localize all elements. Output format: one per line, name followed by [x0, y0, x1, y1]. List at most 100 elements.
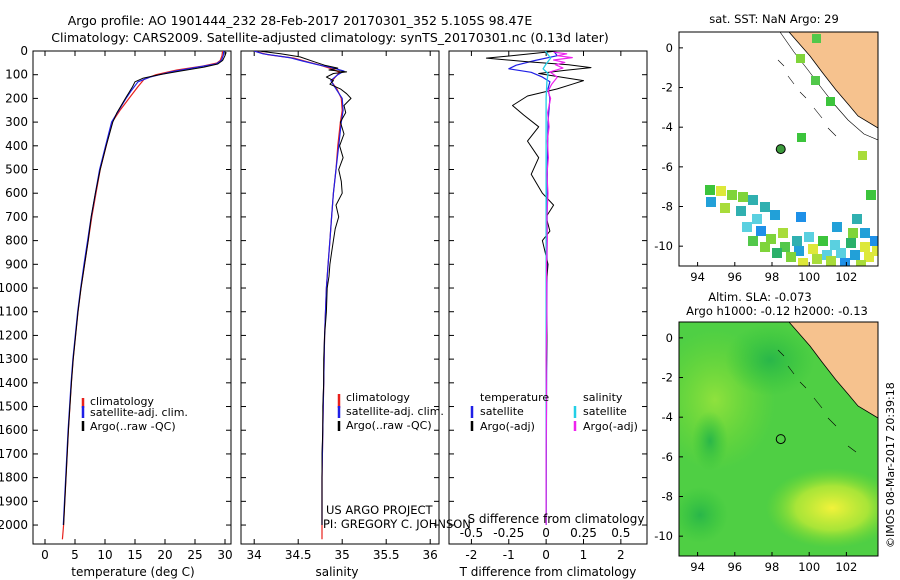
sla-high-anomaly	[766, 468, 878, 548]
sst-pixel	[808, 244, 818, 254]
s-tick-label: -0.5	[460, 526, 483, 540]
series-argo-raw-qc	[63, 52, 227, 526]
longitude-tick-label: 102	[835, 270, 857, 284]
sst-map-frame	[678, 31, 879, 267]
legend-t-argo-label: Argo(-adj)	[480, 420, 535, 433]
sst-pixel	[822, 250, 832, 260]
salinity-legend: climatology satellite-adj. clim. Argo(..…	[337, 391, 444, 432]
latitude-tick-label: -2	[662, 81, 673, 95]
sst-pixel	[832, 222, 842, 232]
sst-pixel	[786, 252, 796, 262]
sst-pixel	[772, 248, 782, 258]
depth-tick-label: 400	[5, 139, 28, 153]
longitude-tick-label: 94	[690, 270, 705, 284]
difference-legend: temperature salinity satellite Argo(-adj…	[470, 391, 638, 433]
sst-pixel	[794, 246, 804, 256]
sst-pixel	[748, 236, 758, 246]
longitude-tick-label: 96	[727, 560, 742, 574]
legend-satellite-label: satellite-adj. clim.	[346, 405, 444, 418]
longitude-tick-label: 100	[798, 270, 820, 284]
sst-pixel	[812, 254, 822, 264]
sst-pixel	[792, 236, 802, 246]
sla-map-subtitle: Argo h1000: -0.12 h2000: -0.13	[686, 304, 868, 318]
x-tick-label: 35.5	[373, 548, 400, 562]
sst-pixel	[796, 54, 805, 63]
sla-map-frame	[678, 321, 879, 557]
legend-argo-label: Argo(..raw -QC)	[90, 420, 176, 433]
sst-pixel	[860, 228, 870, 238]
legend-temperature-header: temperature	[480, 391, 549, 404]
sst-pixel	[716, 186, 726, 196]
x-tick-label: 1	[580, 548, 588, 562]
difference-panel: -2 -1 0 1 2 -0.5 -0.25 0 0.25 0.5 S difference f…	[448, 50, 648, 579]
sla-low-anomaly-southwest	[679, 487, 728, 543]
sst-pixel	[760, 242, 770, 252]
sst-pixel	[798, 258, 808, 266]
sst-pixel	[852, 214, 862, 224]
sst-pixel	[742, 222, 752, 232]
depth-tick-label: 1700	[0, 447, 28, 461]
x-tick-label: 5	[71, 548, 79, 562]
sst-pixel	[811, 76, 820, 85]
sst-pixel	[864, 252, 874, 262]
depth-tick-label: 1200	[0, 328, 28, 342]
s-tick-label: -0.25	[493, 526, 524, 540]
depth-tick-label: 700	[5, 210, 28, 224]
depth-tick-label: 300	[5, 115, 28, 129]
sla-island-chain	[777, 349, 857, 453]
sla-landmass	[788, 322, 878, 419]
sst-pixel	[770, 210, 780, 220]
legend-argo-label: Argo(..raw -QC)	[346, 419, 432, 432]
sst-map-title: sat. SST: NaN Argo: 29	[709, 12, 839, 26]
sst-pixel	[826, 256, 836, 266]
x-tick-label: 36	[423, 548, 438, 562]
depth-tick-label: 900	[5, 257, 28, 271]
t-difference-axis-label: T difference from climatology	[459, 565, 637, 579]
sst-pixel	[812, 34, 821, 43]
depth-tick-label: 500	[5, 163, 28, 177]
depth-tick-label: 1600	[0, 423, 28, 437]
climatology-header: Climatology: CARS2009. Satellite-adjuste…	[51, 30, 608, 45]
depth-tick-label: 1100	[0, 305, 28, 319]
legend-s-satellite-label: satellite	[583, 405, 627, 418]
sst-pixel	[760, 202, 770, 212]
sst-pixel	[826, 97, 835, 106]
sst-pixel	[848, 228, 858, 238]
x-tick-label: 35	[335, 548, 350, 562]
depth-tick-label: 1800	[0, 471, 28, 485]
x-tick-label: 34.5	[285, 548, 312, 562]
legend-t-satellite-label: satellite	[480, 405, 524, 418]
legend-salinity-header: salinity	[583, 391, 623, 404]
sst-pixel	[706, 197, 716, 207]
sla-low-anomaly-west	[692, 411, 728, 471]
sst-pixel	[856, 260, 866, 266]
latitude-tick-label: -6	[662, 160, 673, 174]
longitude-tick-label: 98	[765, 560, 780, 574]
x-tick-label: -2	[465, 548, 477, 562]
longitude-tick-label: 96	[727, 270, 742, 284]
x-tick-label: 0	[41, 548, 49, 562]
x-tick-label: 15	[127, 548, 142, 562]
s-tick-label: 0.5	[611, 526, 630, 540]
latitude-tick-label: -10	[654, 239, 673, 253]
salinity-panel: 34 34.5 35 35.5 36 salinity climatology sate…	[240, 50, 444, 579]
series-s-argo-adj	[545, 51, 573, 525]
depth-tick-label: 800	[5, 234, 28, 248]
series-argo-raw-qc	[258, 51, 352, 525]
legend-satellite-label: satellite-adj. clim.	[90, 406, 188, 419]
latitude-tick-label: -6	[662, 450, 673, 464]
temperature-plot-frame	[32, 50, 232, 545]
depth-tick-label: 100	[5, 68, 28, 82]
pi-credit: PI: GREGORY C. JOHNSON	[323, 517, 471, 531]
profile-header: Argo profile: AO 1901444_232 28-Feb-2017…	[68, 13, 533, 28]
depth-tick-label: 1500	[0, 400, 28, 414]
x-tick-label: 25	[187, 548, 202, 562]
latitude-tick-label: -8	[662, 200, 673, 214]
sla-map-panel: Altim. SLA: -0.073 Argo h1000: -0.12 h20…	[654, 290, 879, 574]
sst-pixel	[780, 242, 790, 252]
legend-climatology-label: climatology	[90, 395, 154, 408]
legend-climatology-label: climatology	[346, 391, 410, 404]
latitude-tick-label: 0	[666, 41, 673, 55]
sst-pixel	[850, 250, 860, 260]
